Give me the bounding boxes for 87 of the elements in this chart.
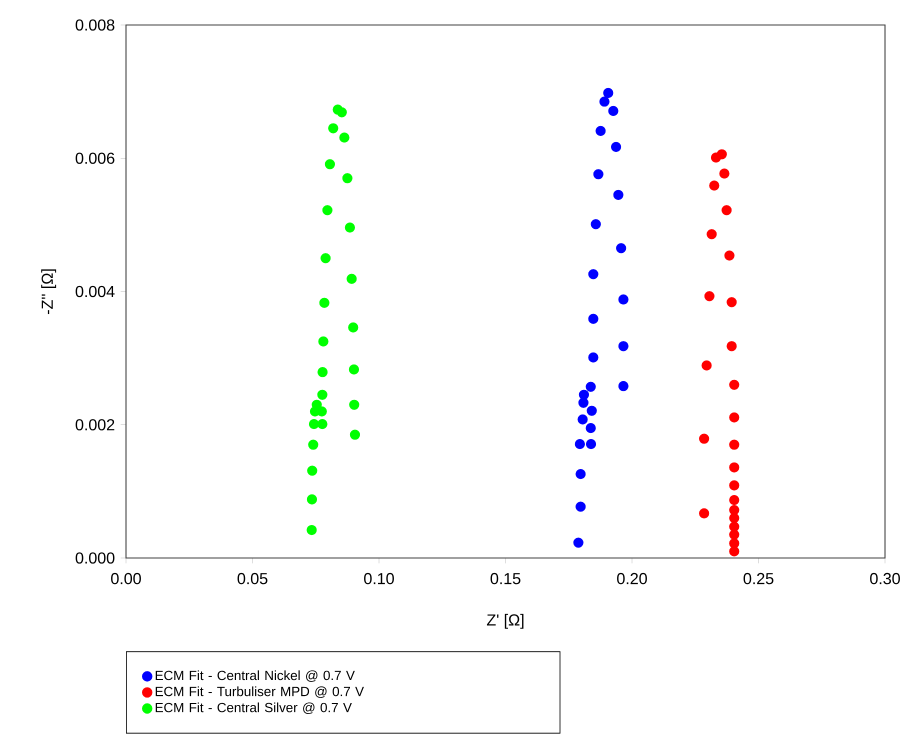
point [318,367,328,378]
point [704,291,714,302]
point [317,390,328,400]
point [324,159,335,170]
point [729,412,740,422]
point [593,169,604,180]
point [586,423,596,434]
point [319,298,330,308]
point [308,419,320,430]
x-tick-label: 0.30 [870,572,900,584]
point [618,381,628,392]
point [699,508,710,518]
point [710,152,722,163]
y-axis-title: -Z'' [Ω] [41,269,56,314]
y-tick-label: 0.000 [76,552,114,564]
point [729,462,740,472]
point [613,190,624,200]
point [724,250,734,261]
point [349,400,360,410]
y-tick-label: 0.002 [76,419,114,430]
x-tick-label: 0.20 [617,572,647,584]
point [573,538,584,548]
point [320,253,331,264]
x-tick-label: 0.10 [364,572,394,584]
legend-label: ECM Fit - Central Silver @ 0.7 V [156,702,352,714]
point [596,126,606,136]
point [350,430,360,440]
y-tick-label: 0.008 [76,19,114,31]
point [726,297,737,308]
point [306,494,318,504]
point [726,341,737,352]
point [318,336,328,347]
point [709,180,720,191]
point [729,512,740,524]
point [306,524,317,536]
point [336,107,347,118]
point [322,205,332,216]
point [719,168,730,179]
point [586,406,597,416]
point [729,380,740,390]
point [576,468,586,480]
point [348,322,358,333]
point [618,341,628,352]
point [586,382,596,392]
point [586,439,596,450]
y-tick-label: 0.004 [76,286,115,298]
point [729,530,740,540]
x-tick-label: 0.05 [238,572,268,584]
point [578,390,590,400]
point [308,440,318,450]
point [729,546,740,556]
point [307,466,318,476]
point [576,502,586,512]
point [590,219,601,230]
point [603,88,614,98]
point [578,414,588,424]
point [588,314,598,324]
point [706,229,717,240]
point [729,440,740,450]
point [348,364,360,375]
legend-label: ECM Fit - Turbuliser MPD @ 0.7 V [156,686,364,698]
point [722,205,732,216]
point [574,439,585,450]
x-tick-label: 0.00 [111,572,141,584]
point [346,274,357,284]
point [599,96,610,107]
point [729,480,740,490]
x-tick-label: 0.25 [744,572,774,584]
point [610,142,622,152]
x-axis-title: Z' [Ω] [486,614,524,629]
point [618,294,628,305]
point [317,419,328,430]
y-tick-label: 0.006 [76,152,114,164]
point [699,434,710,444]
point [339,132,350,143]
point [729,494,740,506]
point [344,222,355,233]
legend-label: ECM Fit - Central Nickel @ 0.7 V [156,670,355,682]
point [588,269,598,280]
point [702,360,712,371]
point [588,352,598,363]
point [578,398,588,408]
point [342,173,352,184]
point [328,123,338,134]
point [608,106,618,116]
x-tick-label: 0.15 [490,572,520,584]
point [616,243,626,254]
